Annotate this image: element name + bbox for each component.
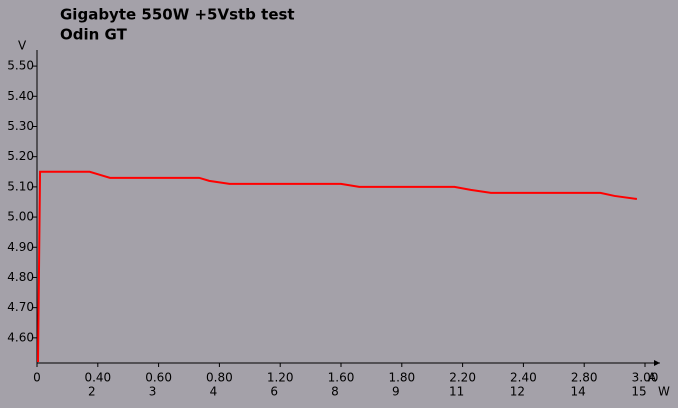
y-tick-label: 5.20 bbox=[7, 149, 34, 163]
x2-tick-label: 14 bbox=[571, 385, 586, 399]
x2-tick-label: 11 bbox=[449, 385, 464, 399]
chart-title: Gigabyte 550W +5Vstb test bbox=[60, 6, 295, 24]
y-tick-label: 5.30 bbox=[7, 119, 34, 133]
y-tick-label: 4.90 bbox=[7, 240, 34, 254]
x-axis-arrow bbox=[654, 360, 660, 366]
x-tick-label: 1.20 bbox=[267, 371, 294, 385]
x-tick-label: 0.80 bbox=[206, 371, 233, 385]
x-tick-label: 1.80 bbox=[388, 371, 415, 385]
y-tick-label: 4.60 bbox=[7, 330, 34, 344]
x-tick-label: 0.40 bbox=[84, 371, 111, 385]
y-unit: V bbox=[18, 39, 27, 53]
x-tick-label: 0 bbox=[33, 371, 41, 385]
chart-subtitle: Odin GT bbox=[60, 26, 128, 44]
x2-tick-label: 4 bbox=[210, 385, 218, 399]
x2-tick-label: 8 bbox=[331, 385, 339, 399]
y-tick-label: 5.00 bbox=[7, 210, 34, 224]
x2-tick-label: 9 bbox=[392, 385, 400, 399]
x-tick-label: 2.20 bbox=[449, 371, 476, 385]
x2-tick-label: 2 bbox=[88, 385, 96, 399]
data-line bbox=[37, 170, 638, 363]
x-tick-label: 3.00 bbox=[632, 371, 659, 385]
y-tick-label: 5.50 bbox=[7, 59, 34, 73]
x2-tick-label: 15 bbox=[631, 385, 646, 399]
y-tick-label: 5.40 bbox=[7, 89, 34, 103]
y-tick-label: 5.10 bbox=[7, 179, 34, 193]
x-tick-label: 0.60 bbox=[145, 371, 172, 385]
x2-tick-label: 3 bbox=[149, 385, 157, 399]
x2-unit: W bbox=[658, 385, 670, 399]
x2-tick-label: 12 bbox=[510, 385, 525, 399]
x-tick-label: 1.60 bbox=[328, 371, 355, 385]
y-tick-label: 4.70 bbox=[7, 300, 34, 314]
x-tick-label: 2.80 bbox=[571, 371, 598, 385]
y-tick-label: 4.80 bbox=[7, 270, 34, 284]
x-tick-label: 2.40 bbox=[510, 371, 537, 385]
x2-tick-label: 6 bbox=[270, 385, 278, 399]
x-unit: A bbox=[648, 371, 657, 385]
